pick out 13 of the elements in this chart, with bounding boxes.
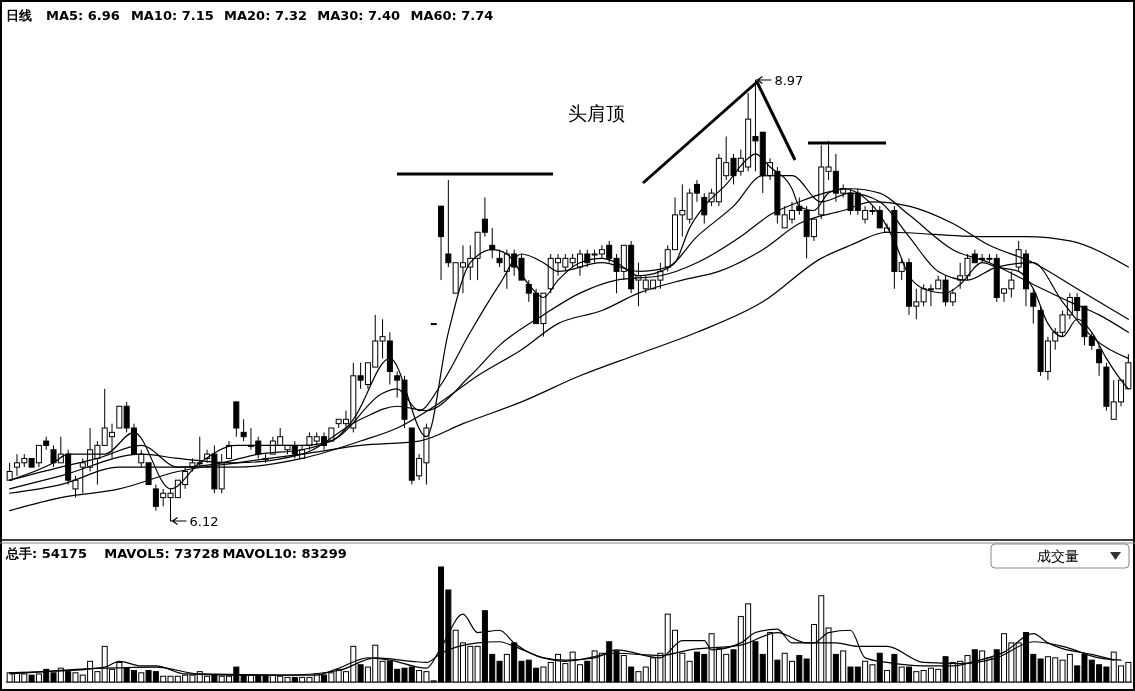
annotation: 头肩顶	[567, 102, 625, 124]
chart-title: 总手: 54175	[5, 546, 87, 561]
text: MAVOL5: 73728	[104, 546, 220, 561]
text: 成交量	[1037, 548, 1079, 564]
text: MA30: 7.40	[317, 8, 401, 23]
text: MA10: 7.15	[130, 8, 214, 23]
text: MAVOL10: 83299	[222, 546, 347, 561]
text: MA20: 7.32	[224, 8, 307, 23]
text: MA60: 7.74	[410, 8, 494, 23]
chart-title: 日线	[6, 8, 32, 23]
annotation: 6.12	[189, 513, 219, 529]
annotation: 8.97	[774, 72, 804, 88]
text: MA5: 6.96	[46, 8, 120, 23]
